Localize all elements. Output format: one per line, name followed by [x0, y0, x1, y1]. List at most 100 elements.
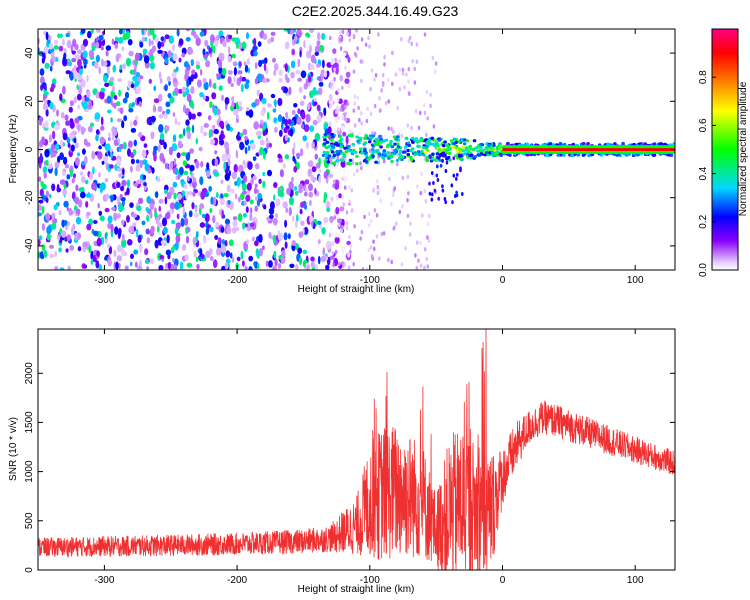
heatmap-cell: [104, 256, 108, 261]
heatmap-cell: [229, 252, 233, 259]
heatmap-cell: [398, 152, 402, 156]
heatmap-cell: [273, 69, 277, 76]
heatmap-cell: [220, 226, 225, 233]
heatmap-cell: [146, 196, 151, 204]
heatmap-cell: [379, 140, 384, 144]
heatmap-cell: [373, 246, 376, 252]
heatmap-cell: [277, 97, 283, 107]
heatmap-cell: [377, 32, 380, 37]
heatmap-cell: [355, 29, 358, 33]
heatmap-cell: [98, 172, 101, 178]
heatmap-cell: [356, 95, 360, 100]
heatmap-cell: [297, 108, 301, 115]
heatmap-cell: [91, 182, 97, 191]
heatmap-cell: [95, 29, 101, 33]
heatmap-cell: [342, 176, 348, 183]
x-tick-label: -300: [94, 575, 114, 586]
heatmap-cell: [353, 123, 357, 128]
colorbar: 0.0 0.2 0.4 0.6 0.8 Normalized spectral ampl…: [698, 28, 749, 277]
heatmap-cell: [379, 108, 382, 113]
heatmap-cell: [141, 29, 145, 36]
heatmap-cell: [406, 174, 410, 180]
heatmap-cell: [172, 44, 175, 52]
heatmap-cell: [325, 200, 331, 209]
heatmap-cell: [258, 59, 263, 68]
heatmap-cell: [116, 158, 121, 167]
heatmap-cell: [139, 259, 142, 267]
heatmap-cell: [285, 42, 289, 50]
heatmap-cell: [429, 92, 433, 98]
heatmap-cell: [342, 153, 347, 157]
heatmap-cell: [128, 108, 134, 113]
heatmap-cell: [127, 39, 133, 46]
heatmap-cell: [219, 198, 225, 206]
heatmap-cell: [429, 155, 432, 159]
heatmap-cell: [150, 225, 155, 234]
heatmap-cell: [306, 265, 310, 270]
heatmap-cell: [256, 262, 260, 269]
heatmap-cell: [133, 249, 139, 255]
heatmap-cell: [428, 181, 431, 186]
heatmap-cell: [249, 212, 253, 221]
heatmap-cell: [268, 231, 272, 239]
heatmap-cell: [331, 135, 335, 139]
heatmap-cell: [163, 113, 168, 119]
heatmap-cell: [149, 203, 155, 211]
heatmap-cell: [224, 240, 228, 247]
heatmap-cell: [365, 267, 369, 270]
heatmap-cell: [154, 239, 159, 249]
heatmap-cell: [233, 108, 239, 116]
heatmap-cell: [185, 37, 191, 42]
heatmap-cell: [525, 142, 530, 146]
heatmap-cell: [57, 33, 60, 39]
heatmap-cell: [238, 164, 244, 173]
heatmap-cell: [333, 215, 337, 220]
heatmap-cell: [70, 226, 75, 236]
heatmap-cell: [374, 160, 378, 164]
heatmap-cell: [51, 55, 56, 63]
heatmap-cell: [44, 85, 47, 91]
x-tick-label: 100: [627, 575, 644, 586]
heatmap-cell: [38, 212, 42, 217]
heatmap-cell: [325, 264, 330, 270]
heatmap-cell: [340, 160, 346, 168]
heatmap-cell: [316, 220, 322, 225]
heatmap-cell: [223, 161, 227, 171]
heatmap-cell: [349, 249, 352, 254]
heatmap-cell: [123, 250, 128, 257]
heatmap-cell: [379, 145, 383, 149]
heatmap-cell: [416, 150, 421, 154]
heatmap-cell: [81, 176, 86, 183]
heatmap-cell: [79, 171, 84, 176]
heatmap-cell: [197, 112, 202, 117]
heatmap-cell: [95, 41, 100, 49]
heatmap-cell: [142, 174, 147, 180]
heatmap-cell: [335, 150, 340, 154]
heatmap-cell: [490, 147, 495, 151]
heatmap-cell: [383, 154, 387, 158]
heatmap-cell: [59, 179, 66, 185]
heatmap-cell: [81, 160, 86, 166]
heatmap-cell: [250, 142, 256, 150]
heatmap-cell: [337, 115, 340, 120]
heatmap-cell: [421, 213, 424, 218]
heatmap-cell: [105, 193, 109, 200]
heatmap-cell: [107, 243, 111, 249]
heatmap-cell: [138, 197, 144, 204]
heatmap-cell: [426, 264, 430, 269]
heatmap-cell: [175, 234, 181, 244]
heatmap-cell: [143, 55, 150, 64]
heatmap-cell: [177, 121, 181, 126]
heatmap-cell: [190, 86, 195, 95]
heatmap-cell: [66, 234, 71, 242]
heatmap-cell: [310, 260, 315, 269]
heatmap-cell: [94, 112, 101, 120]
heatmap-cell: [182, 206, 185, 216]
heatmap-cell: [334, 183, 340, 190]
heatmap-cell: [232, 61, 238, 67]
heatmap-cell: [347, 56, 351, 63]
heatmap-cell: [199, 176, 204, 186]
heatmap-cell: [246, 106, 250, 112]
heatmap-cell: [69, 73, 74, 81]
